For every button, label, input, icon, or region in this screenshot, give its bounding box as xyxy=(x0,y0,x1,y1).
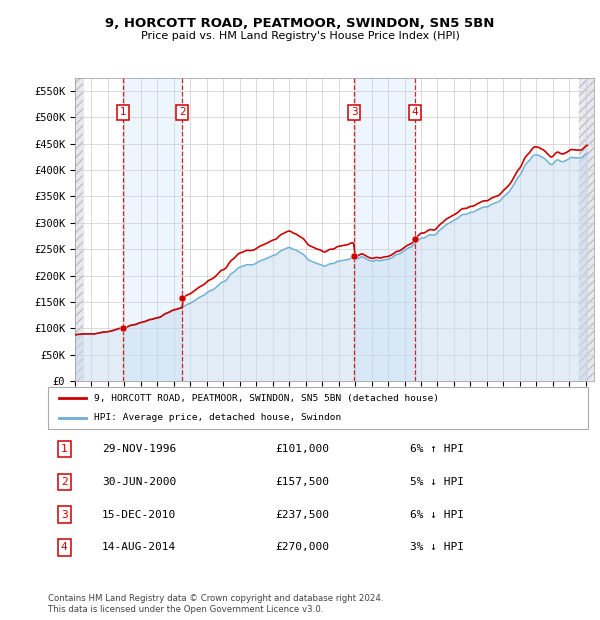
Text: £157,500: £157,500 xyxy=(275,477,329,487)
Text: 1: 1 xyxy=(120,107,127,117)
Text: 3: 3 xyxy=(61,510,68,520)
Text: 4: 4 xyxy=(61,542,68,552)
Bar xyxy=(123,78,182,381)
Bar xyxy=(75,78,83,381)
Text: Contains HM Land Registry data © Crown copyright and database right 2024.
This d: Contains HM Land Registry data © Crown c… xyxy=(48,595,383,614)
Text: 1: 1 xyxy=(61,444,68,454)
Text: 30-JUN-2000: 30-JUN-2000 xyxy=(102,477,176,487)
Text: 2: 2 xyxy=(61,477,68,487)
Text: 3% ↓ HPI: 3% ↓ HPI xyxy=(410,542,464,552)
Text: £101,000: £101,000 xyxy=(275,444,329,454)
Text: 29-NOV-1996: 29-NOV-1996 xyxy=(102,444,176,454)
Text: 9, HORCOTT ROAD, PEATMOOR, SWINDON, SN5 5BN (detached house): 9, HORCOTT ROAD, PEATMOOR, SWINDON, SN5 … xyxy=(94,394,439,403)
Text: £237,500: £237,500 xyxy=(275,510,329,520)
Bar xyxy=(579,78,594,381)
Text: 15-DEC-2010: 15-DEC-2010 xyxy=(102,510,176,520)
Text: 5% ↓ HPI: 5% ↓ HPI xyxy=(410,477,464,487)
Text: 6% ↑ HPI: 6% ↑ HPI xyxy=(410,444,464,454)
Bar xyxy=(355,78,415,381)
Text: £270,000: £270,000 xyxy=(275,542,329,552)
Bar xyxy=(579,78,594,381)
Text: 14-AUG-2014: 14-AUG-2014 xyxy=(102,542,176,552)
Text: 9, HORCOTT ROAD, PEATMOOR, SWINDON, SN5 5BN: 9, HORCOTT ROAD, PEATMOOR, SWINDON, SN5 … xyxy=(106,17,494,30)
FancyBboxPatch shape xyxy=(48,387,588,429)
Text: HPI: Average price, detached house, Swindon: HPI: Average price, detached house, Swin… xyxy=(94,413,341,422)
Text: Price paid vs. HM Land Registry's House Price Index (HPI): Price paid vs. HM Land Registry's House … xyxy=(140,31,460,41)
Text: 2: 2 xyxy=(179,107,185,117)
Text: 6% ↓ HPI: 6% ↓ HPI xyxy=(410,510,464,520)
Text: 3: 3 xyxy=(351,107,358,117)
Bar xyxy=(75,78,83,381)
Text: 4: 4 xyxy=(412,107,418,117)
